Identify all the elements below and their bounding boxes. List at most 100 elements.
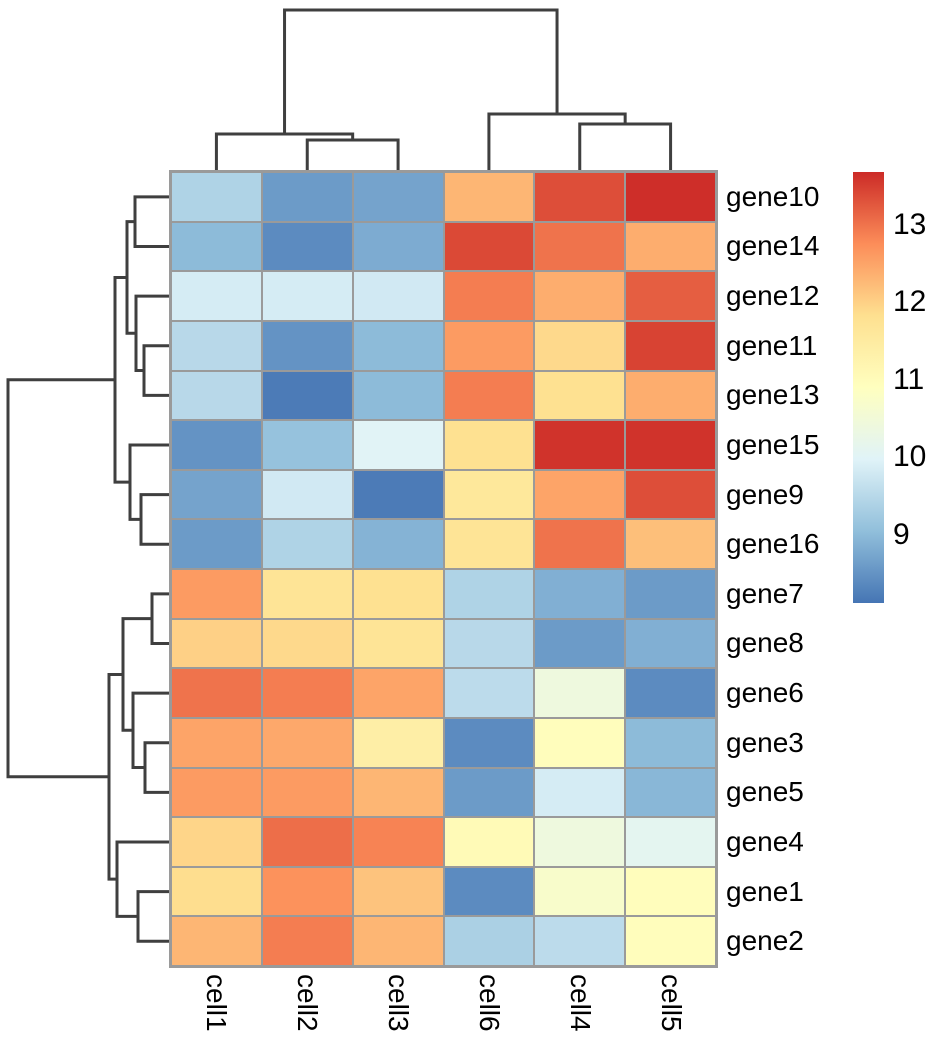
row-label: gene6 [726, 677, 804, 709]
heatmap-cell [261, 767, 353, 818]
heatmap-cell [352, 866, 444, 917]
heatmap-cell [171, 469, 262, 520]
heatmap-cell [625, 420, 716, 470]
heatmap-cell [352, 271, 444, 321]
heatmap-cell [352, 320, 444, 371]
colorbar-tick-label: 9 [893, 517, 910, 551]
heatmap-cell [534, 916, 626, 966]
colorbar-tick-label: 13 [893, 207, 927, 241]
heatmap-cell [171, 172, 262, 222]
heatmap-cell [352, 569, 444, 619]
row-label: gene15 [726, 428, 820, 460]
heatmap-cell [534, 569, 626, 619]
heatmap-cell [625, 618, 716, 669]
heatmap-cell [534, 618, 626, 669]
heatmap-cell [261, 172, 353, 222]
heatmap-cell [625, 916, 716, 966]
row-label: gene1 [726, 875, 804, 907]
heatmap-cell [352, 767, 444, 818]
row-label: gene9 [726, 478, 804, 510]
heatmap-cell [171, 817, 262, 867]
heatmap-cell [261, 271, 353, 321]
heatmap-cell [171, 916, 262, 966]
heatmap-cell [261, 519, 353, 569]
heatmap-cell [261, 420, 353, 470]
heatmap-cell [443, 469, 535, 520]
heatmap-cell [625, 668, 716, 718]
colorbar-tick-label: 12 [893, 285, 927, 319]
heatmap-cell [261, 370, 353, 421]
heatmap-cell [625, 271, 716, 321]
heatmap-cell [352, 172, 444, 222]
heatmap-cell [443, 221, 535, 272]
heatmap-cell [171, 519, 262, 569]
heatmap-cell [534, 817, 626, 867]
row-label: gene13 [726, 379, 820, 411]
heatmap-cell [171, 668, 262, 718]
colorbar-tick-label: 10 [893, 440, 927, 474]
column-dendrogram [214, 8, 673, 172]
heatmap-cell [534, 668, 626, 718]
heatmap-cell [443, 172, 535, 222]
heatmap-cell [625, 569, 716, 619]
row-dendrogram-lines [6, 195, 171, 943]
heatmap-cell [625, 221, 716, 272]
heatmap-cell [443, 866, 535, 917]
heatmap-cell [534, 469, 626, 520]
heatmap-cell [443, 420, 535, 470]
heatmap-cell [171, 320, 262, 371]
heatmap-cell [534, 320, 626, 371]
heatmap-cell [443, 320, 535, 371]
heatmap-cell [443, 916, 535, 966]
heatmap-cell [534, 866, 626, 917]
heatmap-cell [625, 519, 716, 569]
row-label: gene11 [726, 329, 818, 361]
heatmap-cell [443, 817, 535, 867]
heatmap-cell [443, 569, 535, 619]
heatmap-cell [261, 618, 353, 669]
row-label: gene7 [726, 577, 804, 609]
heatmap-cell [443, 668, 535, 718]
heatmap-cell [443, 271, 535, 321]
heatmap-cell [352, 420, 444, 470]
heatmap-cell [171, 767, 262, 818]
heatmap-cell [171, 569, 262, 619]
heatmap-cell [443, 717, 535, 768]
heatmap-cell [261, 866, 353, 917]
colorbar [853, 172, 884, 603]
heatmap-cell [534, 519, 626, 569]
heatmap-cell [171, 717, 262, 768]
heatmap-cell [443, 370, 535, 421]
col-label: cell2 [292, 974, 324, 1032]
heatmap-cell [534, 767, 626, 818]
col-label: cell5 [655, 974, 687, 1032]
row-label: gene16 [726, 528, 820, 560]
heatmap-cell [534, 271, 626, 321]
heatmap-cell [534, 221, 626, 272]
heatmap-cell [352, 668, 444, 718]
heatmap-cell [261, 817, 353, 867]
heatmap-cell [261, 569, 353, 619]
row-label: gene5 [726, 776, 804, 808]
row-label: gene10 [726, 180, 820, 212]
heatmap-cell [352, 916, 444, 966]
heatmap-cell [261, 916, 353, 966]
heatmap-cell [625, 866, 716, 917]
heatmap-cell [352, 817, 444, 867]
heatmap-cell [443, 618, 535, 669]
heatmap-cell [171, 420, 262, 470]
row-dendrogram [6, 195, 171, 943]
heatmap-cell [534, 172, 626, 222]
heatmap-cell [261, 221, 353, 272]
heatmap-cell [171, 618, 262, 669]
heatmap-cell [625, 767, 716, 818]
heatmap-cell [171, 221, 262, 272]
heatmap-cell [443, 519, 535, 569]
heatmap-cell [261, 469, 353, 520]
heatmap-grid [169, 170, 718, 968]
heatmap-cell [534, 717, 626, 768]
col-label: cell4 [564, 974, 596, 1032]
heatmap-cell [352, 469, 444, 520]
